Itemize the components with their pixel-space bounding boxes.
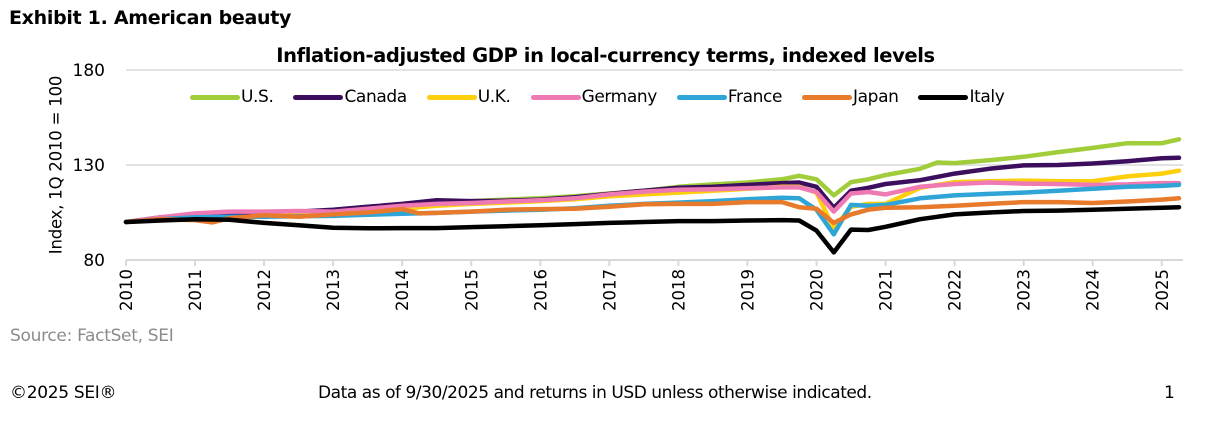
legend-label: Canada bbox=[344, 87, 407, 107]
source-note: Source: FactSet, SEI bbox=[10, 326, 174, 346]
x-tick-label: 2021 bbox=[877, 269, 896, 311]
y-tick-label: 130 bbox=[73, 156, 105, 176]
legend-label: Japan bbox=[853, 87, 899, 107]
x-tick-label: 2010 bbox=[117, 269, 136, 311]
legend-label: Germany bbox=[581, 87, 658, 107]
footer-copyright: ©2025 SEI® bbox=[10, 383, 117, 403]
x-axis: 2010 2011 2012 2013 2014 2015 2016 2017 2018 2019… bbox=[117, 259, 1183, 311]
legend-item: Italy bbox=[918, 87, 1005, 107]
chart-title: Inflation-adjusted GDP in local-currency… bbox=[0, 44, 1215, 67]
legend: U.S. Canada U.K. Germany France Japan Italy bbox=[190, 86, 1024, 108]
gridlines bbox=[126, 69, 1183, 166]
exhibit-title: Exhibit 1. American beauty bbox=[9, 7, 292, 29]
y-tick-label: 80 bbox=[83, 251, 105, 271]
x-tick-label: 2014 bbox=[393, 269, 412, 311]
legend-item: U.K. bbox=[426, 87, 511, 107]
x-tick-label: 2022 bbox=[946, 269, 965, 311]
legend-item: Canada bbox=[293, 87, 407, 107]
y-axis-title: Index, 1Q 2010 = 100 bbox=[46, 75, 66, 255]
footer-disclaimer: Data as of 9/30/2025 and returns in USD … bbox=[318, 383, 872, 403]
x-tick-label: 2012 bbox=[255, 269, 274, 311]
x-tick-label: 2023 bbox=[1015, 269, 1034, 311]
series-line-italy bbox=[123, 204, 1182, 255]
legend-item: Japan bbox=[802, 87, 899, 107]
x-tick-label: 2018 bbox=[669, 269, 688, 311]
page-number: 1 bbox=[1164, 383, 1175, 403]
legend-swatch bbox=[802, 94, 853, 100]
y-tick-label: 180 bbox=[73, 61, 105, 81]
series-line-japan bbox=[123, 196, 1182, 226]
legend-label: Italy bbox=[969, 87, 1005, 107]
legend-label: France bbox=[727, 87, 783, 107]
legend-swatch bbox=[293, 94, 344, 100]
series-line-germany bbox=[123, 180, 1182, 225]
x-tick-label: 2013 bbox=[324, 269, 343, 311]
legend-swatch bbox=[918, 94, 969, 100]
legend-swatch bbox=[426, 94, 477, 100]
x-tick-label: 2016 bbox=[531, 269, 550, 311]
legend-label: U.K. bbox=[477, 87, 511, 107]
legend-item: France bbox=[676, 87, 783, 107]
x-tick-label: 2020 bbox=[808, 269, 827, 311]
y-axis: 80 130 180 bbox=[73, 61, 105, 271]
legend-swatch bbox=[676, 94, 727, 100]
x-tick-label: 2017 bbox=[600, 269, 619, 311]
chart-title-text: Inflation-adjusted GDP in local-currency… bbox=[276, 44, 935, 67]
x-tick-label: 2011 bbox=[186, 269, 205, 311]
series-lines bbox=[123, 137, 1182, 255]
legend-item: Germany bbox=[530, 87, 658, 107]
x-tick-label: 2024 bbox=[1084, 269, 1103, 311]
legend-item: U.S. bbox=[190, 87, 274, 107]
legend-label: U.S. bbox=[241, 87, 274, 107]
x-tick-label: 2015 bbox=[462, 269, 481, 311]
legend-swatch bbox=[530, 94, 581, 100]
legend-swatch bbox=[190, 94, 240, 100]
x-tick-label: 2025 bbox=[1153, 269, 1172, 311]
x-tick-label: 2019 bbox=[738, 269, 757, 311]
